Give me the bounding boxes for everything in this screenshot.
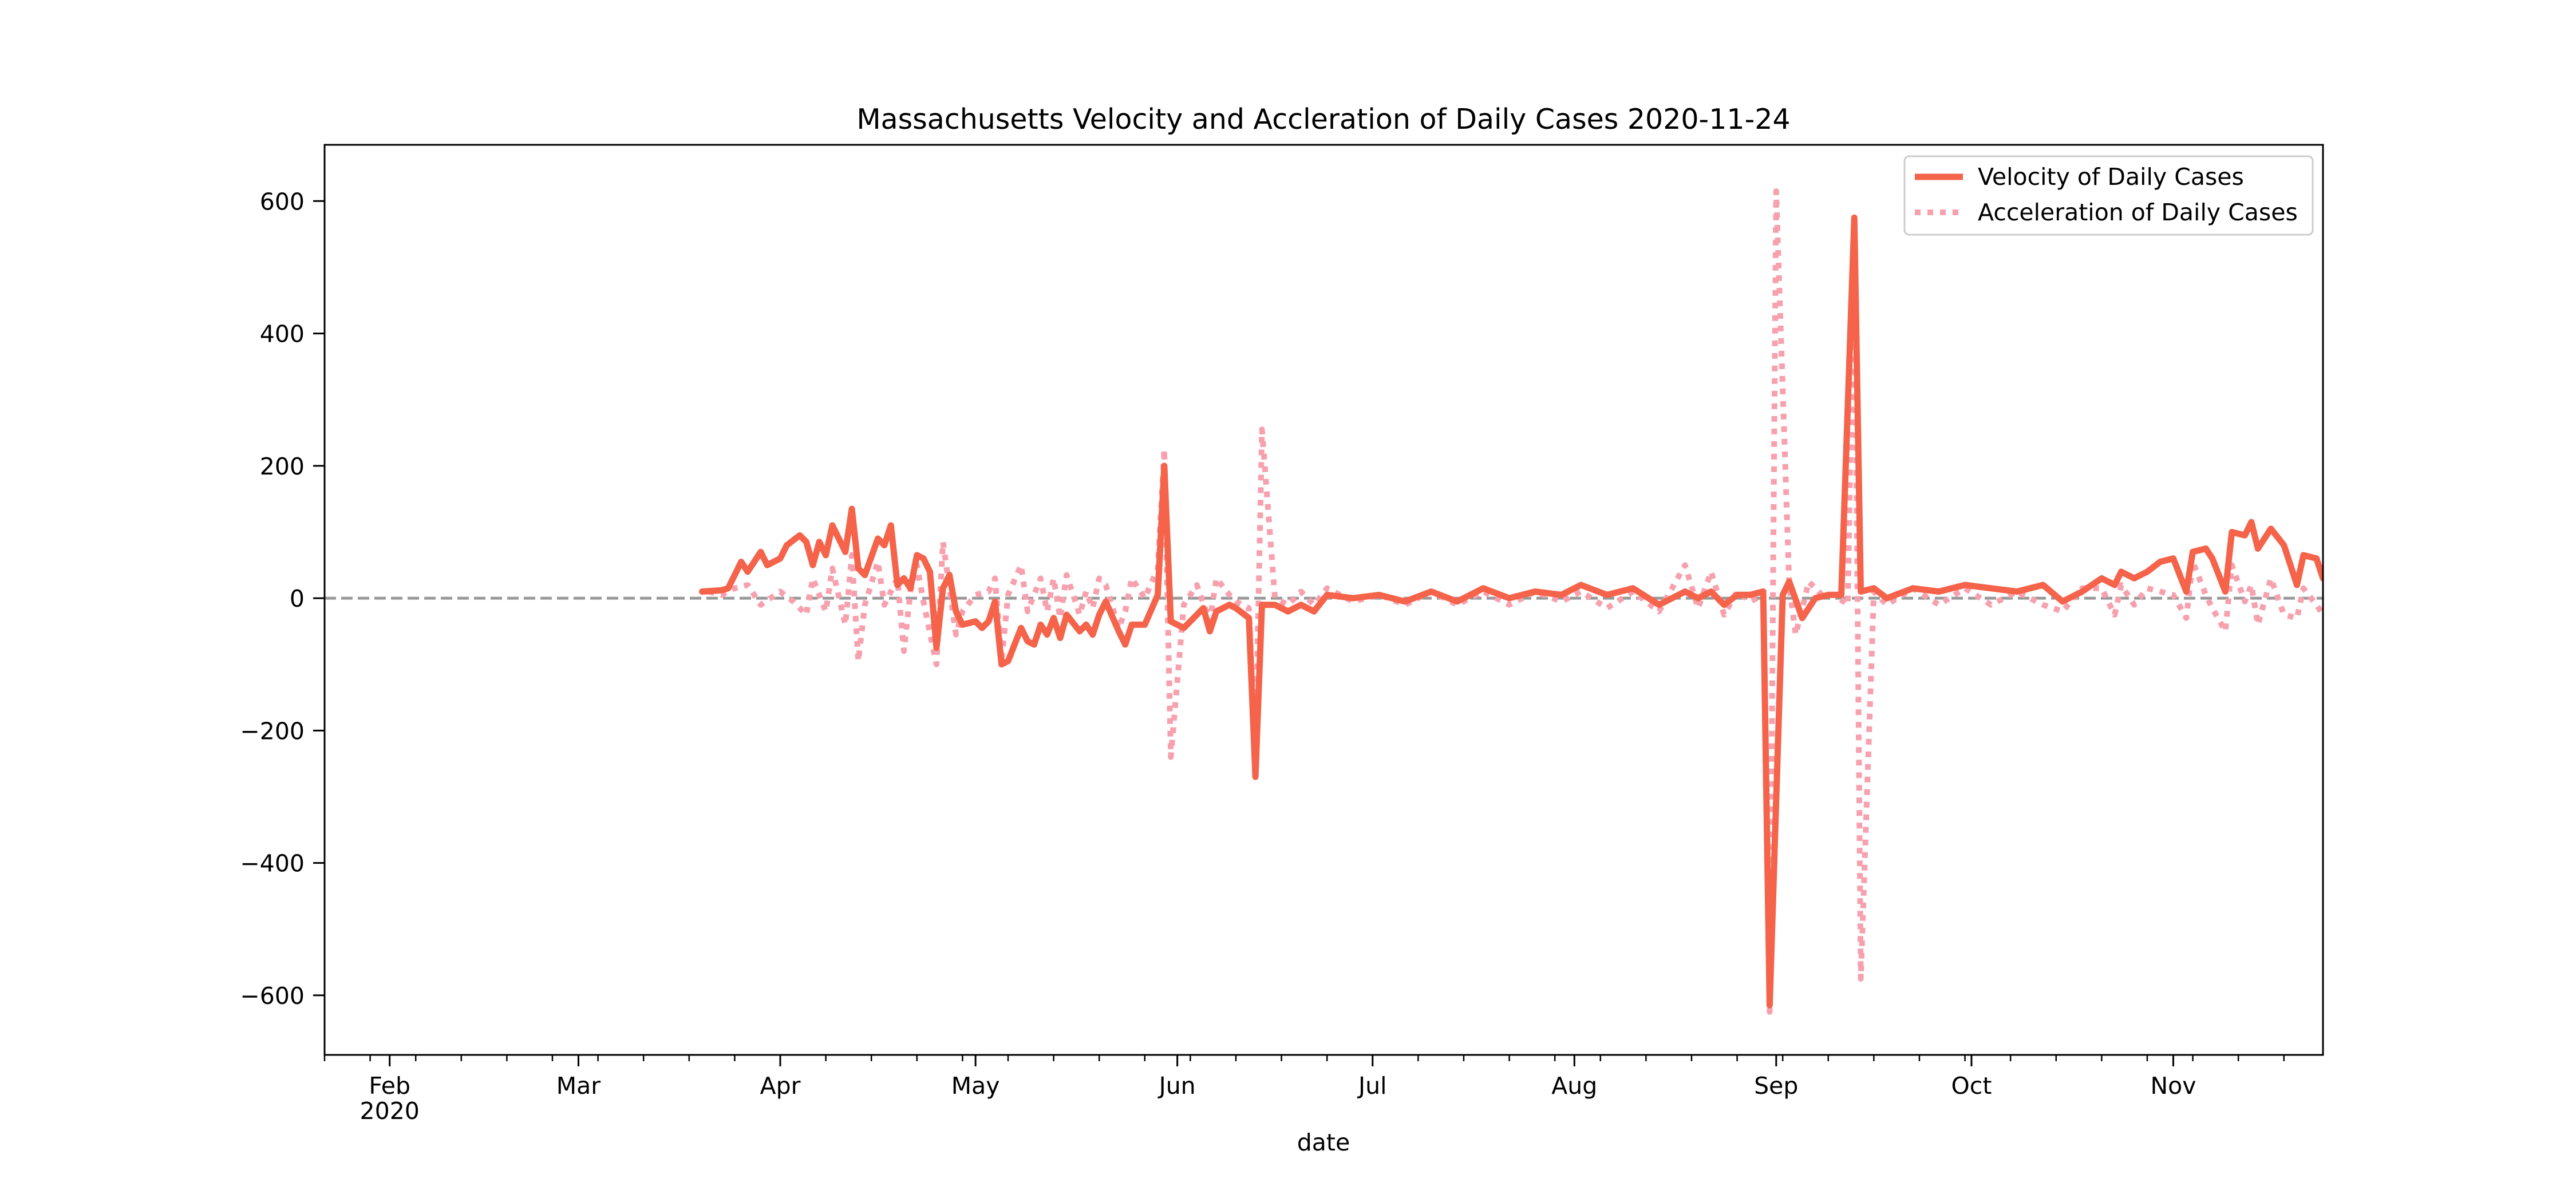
y-tick-label: −400 [240, 850, 305, 877]
legend: Velocity of Daily Cases Acceleration of D… [1903, 155, 2314, 236]
x-tick-label-oct: Oct [1951, 1072, 1992, 1100]
legend-label-acceleration: Acceleration of Daily Cases [1978, 199, 2298, 226]
series-line-acceleration [708, 188, 2323, 1015]
x-tick-label-nov: Nov [2150, 1072, 2196, 1100]
x-tick-sublabel: 2020 [360, 1097, 420, 1125]
x-tick-label-mar: Mar [556, 1072, 600, 1100]
series-line-velocity [699, 214, 2323, 1009]
legend-label-velocity: Velocity of Daily Cases [1978, 163, 2244, 191]
x-tick-label-jun: Jun [1157, 1072, 1196, 1100]
x-tick-label-sep: Sep [1754, 1072, 1798, 1100]
y-tick-label: −200 [240, 717, 305, 745]
x-tick-label-feb: Feb [369, 1072, 410, 1100]
x-tick-label-aug: Aug [1551, 1072, 1597, 1100]
x-axis-label: date [1297, 1129, 1350, 1156]
y-tick-label: 400 [260, 321, 305, 348]
plot-area [325, 188, 2323, 1015]
plot-frame [323, 144, 2324, 1056]
chart-title: Massachusetts Velocity and Accleration o… [856, 103, 1790, 136]
x-tick-label-apr: Apr [760, 1072, 801, 1100]
y-tick-label: 0 [290, 585, 305, 612]
y-tick-label: −600 [240, 982, 305, 1010]
legend-box [1903, 155, 2314, 236]
y-tick-label: 600 [260, 188, 305, 215]
y-tick-label: 200 [260, 453, 305, 480]
x-tick-label-jul: Jul [1357, 1072, 1386, 1100]
x-tick-label-may: May [951, 1072, 1000, 1100]
